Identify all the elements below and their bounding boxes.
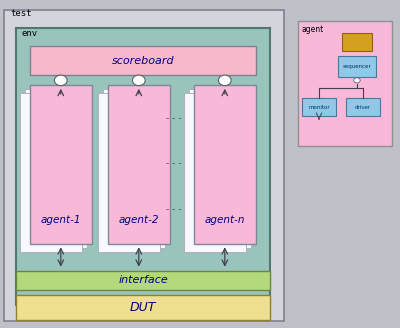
Bar bbox=[342, 33, 372, 51]
Bar bbox=[189, 89, 251, 248]
Bar bbox=[108, 85, 170, 244]
Circle shape bbox=[132, 75, 145, 86]
Bar bbox=[98, 93, 160, 252]
Text: monitor: monitor bbox=[308, 105, 330, 110]
Bar bbox=[194, 85, 256, 244]
Text: env: env bbox=[22, 29, 38, 38]
Bar bbox=[16, 295, 270, 320]
Text: - - -: - - - bbox=[166, 113, 182, 123]
Text: - - -: - - - bbox=[166, 159, 182, 169]
Bar bbox=[4, 10, 284, 321]
Text: driver: driver bbox=[355, 105, 371, 110]
Text: agent-2: agent-2 bbox=[119, 215, 159, 225]
Circle shape bbox=[354, 78, 360, 83]
Bar bbox=[298, 21, 392, 146]
Text: DUT: DUT bbox=[130, 301, 156, 314]
Bar bbox=[103, 89, 165, 248]
Circle shape bbox=[54, 75, 67, 86]
Text: test: test bbox=[10, 9, 32, 18]
Bar bbox=[346, 98, 380, 116]
Bar bbox=[16, 28, 270, 305]
Bar bbox=[25, 89, 87, 248]
Text: agent-1: agent-1 bbox=[41, 215, 81, 225]
Text: - - -: - - - bbox=[166, 205, 182, 215]
Text: agent: agent bbox=[302, 25, 324, 34]
Bar bbox=[302, 98, 336, 116]
Bar bbox=[30, 46, 256, 75]
Bar bbox=[16, 271, 270, 290]
Text: sequencer: sequencer bbox=[343, 64, 371, 69]
Text: scoreboard: scoreboard bbox=[112, 56, 174, 66]
Bar bbox=[338, 56, 376, 77]
Bar bbox=[184, 93, 246, 252]
Circle shape bbox=[218, 75, 231, 86]
Text: agent-n: agent-n bbox=[205, 215, 245, 225]
Bar bbox=[20, 93, 82, 252]
Bar bbox=[30, 85, 92, 244]
Text: interface: interface bbox=[118, 276, 168, 285]
